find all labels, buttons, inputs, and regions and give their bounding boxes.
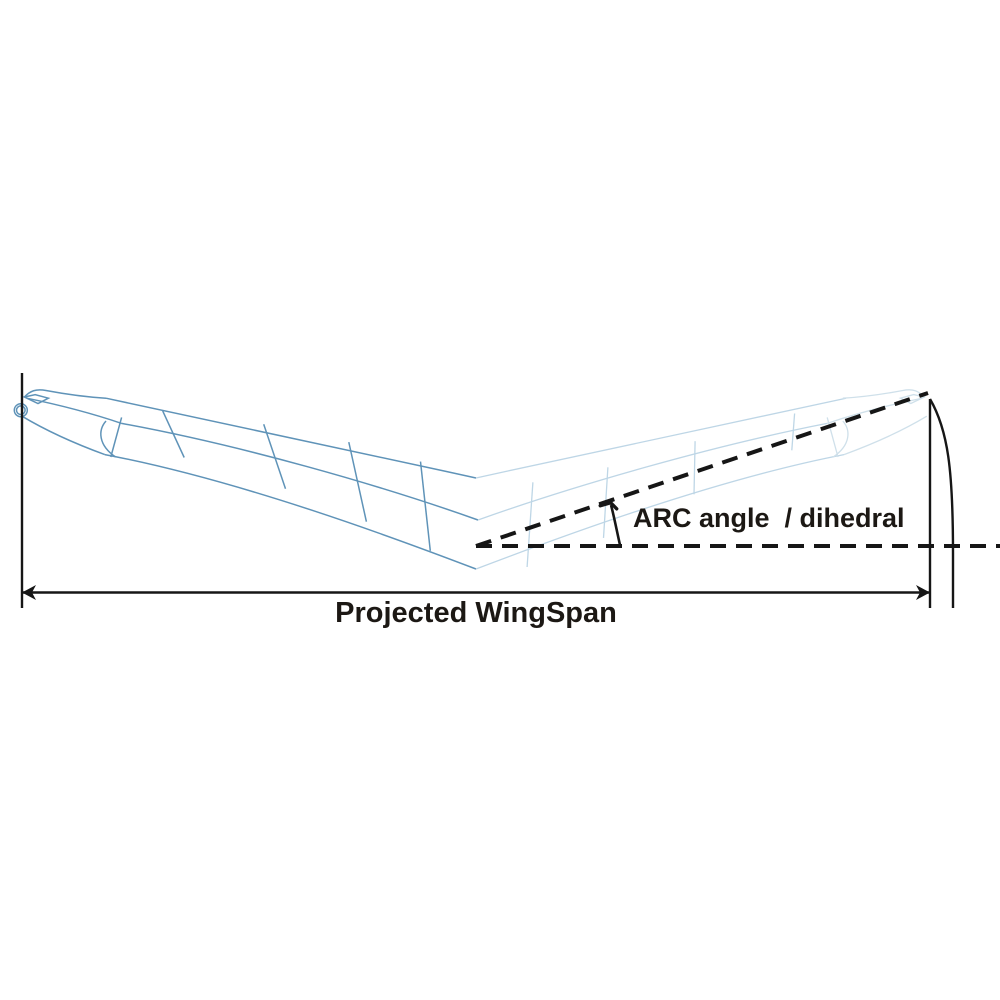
svg-text:ARC angle / dihedral: ARC angle / dihedral — [633, 503, 905, 533]
svg-text:Projected WingSpan: Projected WingSpan — [335, 597, 617, 629]
